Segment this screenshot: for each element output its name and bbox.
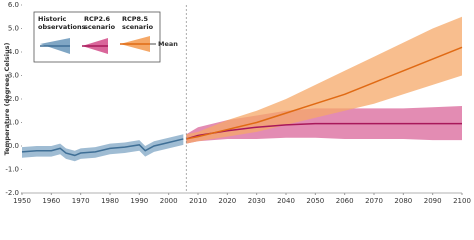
legend-box	[33, 11, 161, 63]
y-tick-label: 3.0	[8, 72, 19, 80]
legend-mean-label: Mean	[158, 40, 178, 48]
uncertainty-band	[186, 16, 462, 144]
mean-line	[186, 46, 463, 140]
y-axis-label: Temperature (degrees Celsius)	[3, 43, 11, 156]
y-tick-label: 4.0	[8, 48, 19, 56]
legend-label: RCP2.6 scenario	[84, 15, 116, 31]
y-tick-label: 5.0	[8, 25, 19, 33]
y-tick-label: 2.0	[8, 95, 19, 103]
x-tick-label: 2080	[394, 197, 412, 205]
x-tick-label: 2030	[248, 197, 266, 205]
x-tick-label: 2070	[365, 197, 383, 205]
x-tick-label: 2050	[306, 197, 324, 205]
x-tick-label: 1960	[42, 197, 60, 205]
x-tick-label: 2040	[277, 197, 295, 205]
x-tick-label: 1950	[13, 197, 31, 205]
x-tick-label: 1990	[130, 197, 148, 205]
mean-line	[21, 138, 184, 157]
x-tick-label: 2090	[424, 197, 442, 205]
legend-label: RCP8.5 scenario	[122, 15, 154, 31]
y-tick-label: -2.0	[5, 189, 19, 197]
uncertainty-band	[186, 106, 462, 144]
x-tick-label: 1980	[101, 197, 119, 205]
y-tick-label: 6.0	[8, 1, 19, 9]
x-tick-label: 2000	[160, 197, 178, 205]
y-tick-label: 1.0	[8, 119, 19, 127]
x-tick-label: 2060	[336, 197, 354, 205]
x-tick-label: 1970	[72, 197, 90, 205]
x-tick-label: 2100	[453, 197, 471, 205]
y-tick-label: -1.0	[5, 166, 19, 174]
uncertainty-band	[22, 134, 184, 162]
x-tick-label: 2010	[189, 197, 207, 205]
x-tick-label: 2020	[218, 197, 236, 205]
chart: Temperature (degrees Celsius) -2.0 -1.0 0.…	[3, 1, 471, 205]
plot-area: -2.0 -1.0 0.0 1.0 2.0 3.0 4.0 5.0 6.0 1950 1960 197…	[5, 1, 471, 205]
page: Temperature (degrees Celsius) -2.0 -1.0 0.…	[3, 1, 471, 205]
y-tick-label: 0.0	[8, 142, 19, 150]
legend-label: Historic observations	[38, 15, 86, 31]
